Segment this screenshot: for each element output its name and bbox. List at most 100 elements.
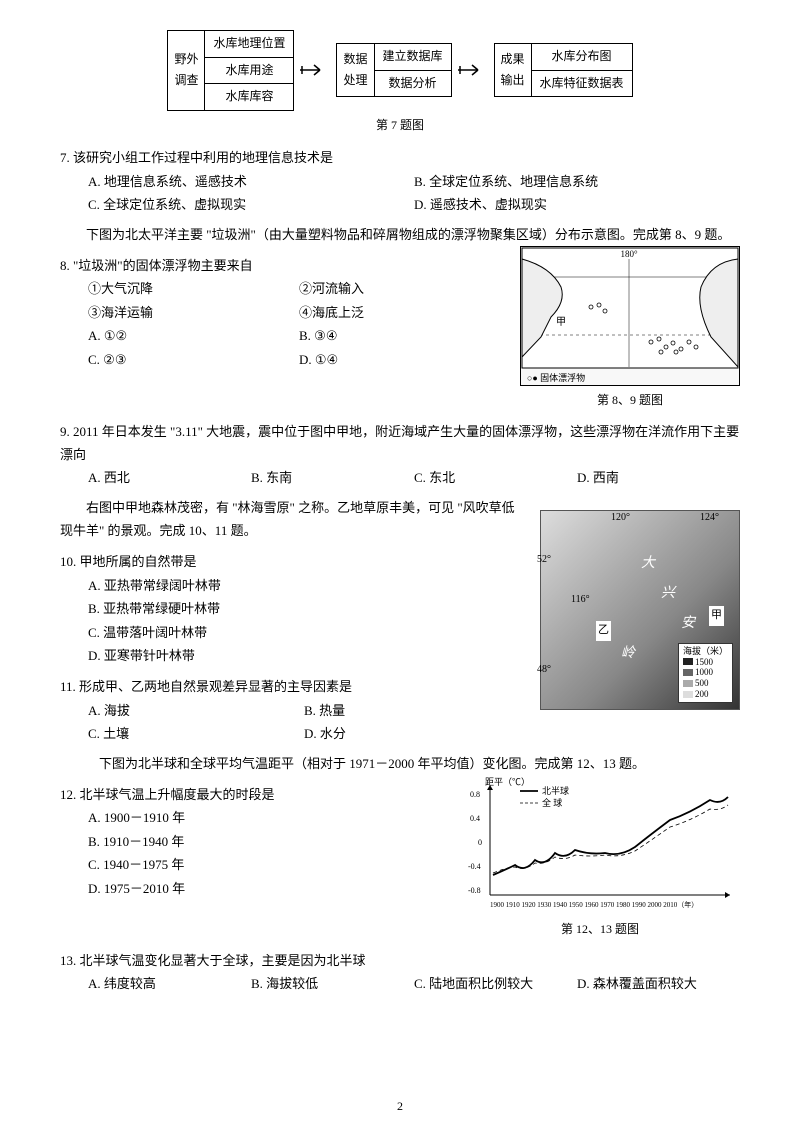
svg-text:1900 1910 1920 1930 1940 1950: 1900 1910 1920 1930 1940 1950 1960 1970 …: [490, 900, 698, 909]
svg-text:○● 固体漂浮物: ○● 固体漂浮物: [527, 372, 585, 383]
lon-label: 120°: [611, 509, 630, 527]
q9-option-d: D. 西南: [577, 466, 740, 489]
q8-option-a: A. ①②: [88, 324, 299, 347]
figure-1213-caption: 第 12、13 题图: [460, 919, 740, 941]
q7-option-b: B. 全球定位系统、地理信息系统: [414, 170, 740, 193]
box3-row: 水库分布图: [532, 44, 632, 71]
q13-option-c: C. 陆地面积比例较大: [414, 972, 577, 995]
q11-option-b: B. 热量: [304, 699, 520, 722]
svg-text:0.4: 0.4: [470, 814, 480, 823]
lat-label: 48°: [537, 661, 551, 679]
diagram-box-2: 数据 处理 建立数据库 数据分析: [336, 43, 451, 97]
mtn-label: 岭: [621, 641, 635, 666]
q9-option-a: A. 西北: [88, 466, 251, 489]
arrow-icon: [458, 62, 488, 78]
mtn-label: 兴: [661, 581, 675, 606]
q13-option-a: A. 纬度较高: [88, 972, 251, 995]
legend-title: 海拔（米）: [683, 646, 728, 657]
q7-option-c: C. 全球定位系统、虚拟现实: [88, 193, 414, 216]
q8-option-d: D. ①④: [299, 348, 510, 371]
stem-1011: 右图中甲地森林茂密，有 "林海雪原" 之称。乙地草原丰美，可见 "风吹草低现牛羊…: [60, 496, 520, 543]
q10-option-d: D. 亚寒带针叶林带: [88, 644, 520, 667]
q12-option-a: A. 1900－1910 年: [88, 806, 450, 829]
question-7: 7. 该研究小组工作过程中利用的地理信息技术是 A. 地理信息系统、遥感技术 B…: [60, 146, 740, 216]
box2-header: 数据 处理: [337, 44, 374, 96]
lon-label: 124°: [700, 509, 719, 527]
box1-header: 野外 调查: [168, 31, 205, 110]
q10-option-a: A. 亚热带常绿阔叶林带: [88, 574, 520, 597]
figure-89-map: 180° 60° 30° 甲 ○● 固体漂浮物: [520, 246, 740, 386]
figure7-caption: 第 7 题图: [60, 115, 740, 137]
figure-1213-wrap: 距平（℃） 0.8 0.4 0 -0.4 -0.8 北半球 全 球 1900 1…: [460, 775, 740, 941]
figure-1213-chart: 距平（℃） 0.8 0.4 0 -0.4 -0.8 北半球 全 球 1900 1…: [460, 775, 740, 915]
question-12: 12. 北半球气温上升幅度最大的时段是 A. 1900－1910 年 B. 19…: [60, 783, 450, 900]
box3-row: 水库特征数据表: [532, 71, 632, 97]
lat-label: 52°: [537, 551, 551, 569]
q8-option-b: B. ③④: [299, 324, 510, 347]
figure-89-caption: 第 8、9 题图: [520, 390, 740, 412]
q10-option-c: C. 温带落叶阔叶林带: [88, 621, 520, 644]
q7-stem: 7. 该研究小组工作过程中利用的地理信息技术是: [60, 146, 740, 169]
box3-header: 成果 输出: [495, 44, 532, 96]
question-11: 11. 形成甲、乙两地自然景观差异显著的主导因素是 A. 海拔 B. 热量 C.…: [60, 675, 520, 745]
question-10: 10. 甲地所属的自然带是 A. 亚热带常绿阔叶林带 B. 亚热带常绿硬叶林带 …: [60, 550, 520, 667]
q8-item-4: ④海底上泛: [299, 301, 510, 324]
q12-option-b: B. 1910－1940 年: [88, 830, 450, 853]
svg-text:180°: 180°: [620, 249, 638, 259]
q13-stem: 13. 北半球气温变化显著大于全球，主要是因为北半球: [60, 949, 740, 972]
figure-89-wrap: 180° 60° 30° 甲 ○● 固体漂浮物 第 8、9 题图: [520, 246, 740, 412]
figure-1011-wrap: 120° 124° 52° 116° 48° 大 兴 安 岭 甲 乙 海拔（米）…: [530, 510, 740, 710]
mtn-label: 安: [681, 611, 695, 636]
q8-option-c: C. ②③: [88, 348, 299, 371]
q10-option-b: B. 亚热带常绿硬叶林带: [88, 597, 520, 620]
box2-row: 建立数据库: [375, 44, 451, 71]
q11-stem: 11. 形成甲、乙两地自然景观差异显著的主导因素是: [60, 675, 520, 698]
q7-option-d: D. 遥感技术、虚拟现实: [414, 193, 740, 216]
legend-item: 1500: [695, 657, 713, 668]
svg-text:-0.4: -0.4: [468, 862, 481, 871]
diagram-box-1: 野外 调查 水库地理位置 水库用途 水库库容: [167, 30, 294, 111]
marker-jia: 甲: [709, 606, 724, 626]
question-8: 8. "垃圾洲"的固体漂浮物主要来自 ①大气沉降 ②河流输入 ③海洋运输 ④海底…: [60, 254, 510, 371]
q8-item-3: ③海洋运输: [88, 301, 299, 324]
figure-1011-map: 120° 124° 52° 116° 48° 大 兴 安 岭 甲 乙 海拔（米）…: [540, 510, 740, 710]
stem-1213: 下图为北半球和全球平均气温距平（相对于 1971－2000 年平均值）变化图。完…: [60, 752, 740, 775]
box2-row: 数据分析: [375, 71, 451, 97]
mtn-label: 大: [641, 551, 655, 576]
legend-item: 200: [695, 689, 709, 700]
legend-item: 500: [695, 678, 709, 689]
box1-row: 水库用途: [205, 58, 293, 85]
legend-item: 1000: [695, 667, 713, 678]
q11-option-d: D. 水分: [304, 722, 520, 745]
q9-option-b: B. 东南: [251, 466, 414, 489]
q8-item-1: ①大气沉降: [88, 277, 299, 300]
svg-text:北半球: 北半球: [542, 785, 569, 796]
legend-block: 海拔（米） 1500 1000 500 200: [678, 643, 733, 703]
stem-89: 下图为北太平洋主要 "垃圾洲"（由大量塑料物品和碎屑物组成的漂浮物聚集区域）分布…: [60, 223, 740, 246]
question-9: 9. 2011 年日本发生 "3.11" 大地震，震中位于图中甲地，附近海域产生…: [60, 420, 740, 490]
q7-option-a: A. 地理信息系统、遥感技术: [88, 170, 414, 193]
svg-text:-0.8: -0.8: [468, 886, 481, 895]
q8-stem: 8. "垃圾洲"的固体漂浮物主要来自: [60, 254, 510, 277]
q10-stem: 10. 甲地所属的自然带是: [60, 550, 520, 573]
arrow-icon: [300, 62, 330, 78]
question-13: 13. 北半球气温变化显著大于全球，主要是因为北半球 A. 纬度较高 B. 海拔…: [60, 949, 740, 996]
q11-option-c: C. 土壤: [88, 722, 304, 745]
q13-option-d: D. 森林覆盖面积较大: [577, 972, 740, 995]
svg-text:全 球: 全 球: [542, 797, 562, 808]
q12-option-c: C. 1940－1975 年: [88, 853, 450, 876]
marker-yi: 乙: [596, 621, 611, 641]
diagram-7-flow: 野外 调查 水库地理位置 水库用途 水库库容 数据 处理 建立数据库 数据分析 …: [60, 30, 740, 111]
q9-stem: 9. 2011 年日本发生 "3.11" 大地震，震中位于图中甲地，附近海域产生…: [60, 420, 740, 467]
q13-option-b: B. 海拔较低: [251, 972, 414, 995]
lon-label: 116°: [571, 591, 590, 609]
diagram-box-3: 成果 输出 水库分布图 水库特征数据表: [494, 43, 633, 97]
q12-stem: 12. 北半球气温上升幅度最大的时段是: [60, 783, 450, 806]
box1-row: 水库库容: [205, 84, 293, 110]
q9-option-c: C. 东北: [414, 466, 577, 489]
svg-text:距平（℃）: 距平（℃）: [485, 777, 530, 787]
q8-item-2: ②河流输入: [299, 277, 510, 300]
svg-text:0.8: 0.8: [470, 790, 480, 799]
box1-row: 水库地理位置: [205, 31, 293, 58]
q11-option-a: A. 海拔: [88, 699, 304, 722]
